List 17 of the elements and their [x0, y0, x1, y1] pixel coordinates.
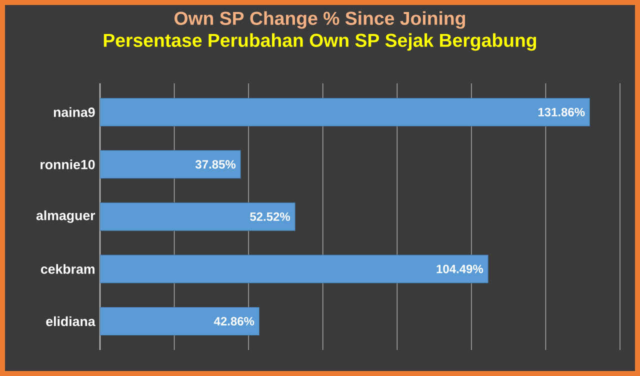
data-label: 37.85%: [195, 160, 236, 169]
chart-title: Own SP Change % Since Joining: [174, 11, 466, 29]
data-label: 104.49%: [436, 264, 484, 274]
data-label: 52.52%: [250, 212, 290, 221]
y-tick-label: ronnie10: [40, 159, 95, 170]
bar: [100, 150, 241, 179]
y-tick-label: almaguer: [36, 210, 96, 223]
bar: [100, 254, 488, 284]
bar: [100, 306, 260, 336]
y-tick-label: elidiana: [46, 316, 96, 326]
bar: [100, 202, 296, 231]
y-tick-label: cekbram: [40, 264, 94, 274]
data-label: 131.86%: [538, 108, 585, 116]
chart-subtitle: Persentase Perubahan Own SP Sejak Bergabung: [104, 33, 536, 51]
bar: [100, 98, 590, 126]
data-label: 42.86%: [214, 316, 254, 326]
y-tick-label: naina9: [54, 107, 95, 117]
